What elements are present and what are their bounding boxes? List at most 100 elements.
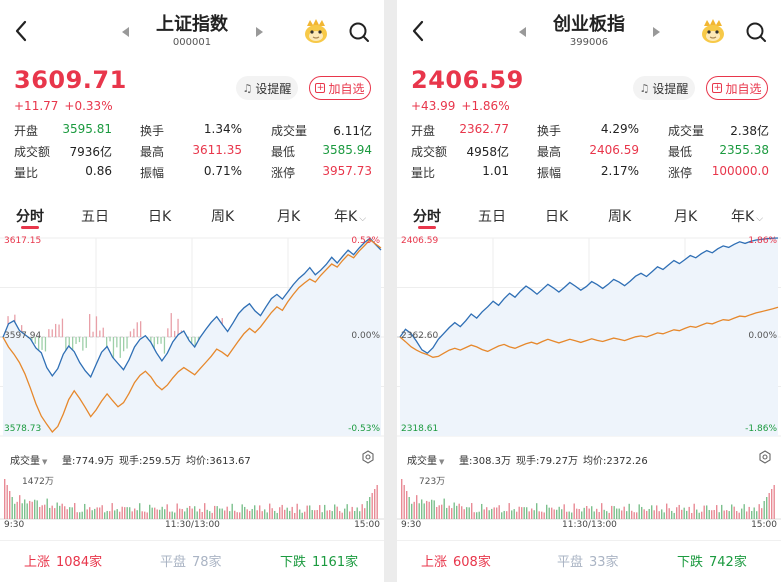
mascot-icon[interactable] [302, 17, 330, 45]
volume-bar [453, 502, 455, 519]
change-pct: +1.86% [461, 99, 510, 113]
volume-bar [311, 510, 313, 519]
activity-bar [123, 337, 125, 352]
intraday-chart[interactable]: 2406.59 1.86% 2362.60 0.00% 2318.61 -1.86% [397, 232, 781, 444]
activity-bar [126, 337, 128, 349]
axis-label: 2406.59 [401, 236, 439, 246]
set-alert-button[interactable]: ♫ 设提醒 [633, 76, 695, 100]
tab-period[interactable]: 五日 [478, 206, 506, 226]
volume-bar [716, 505, 718, 519]
activity-bar [112, 337, 115, 358]
stats-row: 成交额 4958亿 最高 2406.59 最低 2355.38 [411, 143, 769, 164]
breadth-count: 1161家 [312, 555, 359, 570]
volume-bar [436, 506, 438, 519]
volume-bar [224, 510, 226, 519]
back-button[interactable] [10, 18, 34, 44]
volume-bar [506, 511, 508, 519]
indicator-select[interactable]: 成交量 ▼ [407, 452, 444, 467]
volume-bar [294, 512, 296, 519]
avg-price: 均价:2372.26 [583, 456, 648, 467]
page-title: 创业板指 [553, 14, 625, 35]
volume-bar [648, 508, 650, 519]
tab-period[interactable]: 分时 [16, 206, 44, 226]
tab-period[interactable]: 年K ⌵ [334, 206, 366, 226]
tab-period[interactable]: 日K [545, 206, 568, 226]
volume-bar [493, 507, 495, 519]
tab-label: 五日 [81, 209, 109, 225]
volume-bar [259, 505, 261, 519]
volume-bar [336, 506, 338, 519]
stat-label: 成交额 [411, 145, 448, 159]
volume-bar [763, 501, 765, 519]
stat-label: 开盘 [411, 124, 436, 138]
volume-bar [708, 510, 710, 519]
volume-bar [626, 511, 628, 519]
volume-bar [621, 510, 623, 519]
tab-period[interactable]: 周K [211, 206, 234, 226]
stat-value: 0.71% [203, 164, 242, 178]
stat-label: 涨停 [271, 166, 296, 180]
indicator-select[interactable]: 成交量 ▼ [10, 452, 47, 467]
volume-bar [136, 510, 138, 519]
volume-chart[interactable] [397, 470, 781, 530]
volume-bar [354, 510, 356, 519]
price-area [3, 238, 381, 436]
volume-bar [531, 508, 533, 519]
volume-bar [681, 509, 683, 519]
volume-bar [458, 503, 460, 519]
volume-bar [566, 511, 568, 519]
tab-period[interactable]: 分时 [413, 206, 441, 226]
mascot-icon[interactable] [699, 17, 727, 45]
volume-bar [99, 507, 101, 519]
stat-value: 1.34% [203, 122, 242, 136]
volume-bar [181, 509, 183, 519]
prev-index-arrow[interactable] [122, 27, 129, 37]
search-icon[interactable] [744, 20, 768, 44]
intraday-chart[interactable]: 3617.15 0.53% 3597.94 0.00% 3578.73 -0.53% [0, 232, 384, 444]
tab-period[interactable]: 月K [674, 206, 697, 226]
volume-bar [636, 512, 638, 519]
prev-index-arrow[interactable] [519, 27, 526, 37]
volume-bar [748, 506, 750, 519]
volume-bar [344, 508, 346, 519]
price-line [399, 237, 779, 355]
volume-bar [546, 504, 548, 519]
axis-label: 2362.60 [401, 331, 439, 341]
volume-bar [528, 511, 530, 519]
add-watchlist-button[interactable]: + 加自选 [309, 76, 371, 100]
next-index-arrow[interactable] [653, 27, 660, 37]
volume-bar [309, 505, 311, 519]
volume-bar [256, 510, 258, 519]
volume-bar [206, 509, 208, 519]
tab-period[interactable]: 日K [148, 206, 171, 226]
volume-chart[interactable] [0, 470, 384, 530]
tab-period[interactable]: 年K ⌵ [731, 206, 763, 226]
indicator-select-label: 成交量 [10, 456, 40, 467]
add-watchlist-button[interactable]: + 加自选 [706, 76, 768, 100]
search-icon[interactable] [347, 20, 371, 44]
settings-icon[interactable] [361, 450, 375, 464]
activity-bar [116, 337, 118, 348]
tab-period[interactable]: 周K [608, 206, 631, 226]
settings-icon[interactable] [758, 450, 772, 464]
set-alert-button[interactable]: ♫ 设提醒 [236, 76, 298, 100]
next-index-arrow[interactable] [256, 27, 263, 37]
volume-bar [463, 509, 465, 519]
volume-bar [46, 498, 48, 519]
volume-bar [129, 507, 131, 519]
volume-bar [316, 509, 318, 519]
tab-label: 周K [211, 209, 235, 225]
tab-period[interactable]: 月K [277, 206, 300, 226]
tab-period[interactable]: 五日 [81, 206, 109, 226]
breadth-label: 下跌 [677, 555, 704, 570]
plus-icon: + [712, 83, 723, 93]
caret-down-icon: ▼ [42, 458, 48, 466]
volume-bar [571, 512, 573, 519]
volume-bar [171, 511, 173, 519]
volume-bar [468, 507, 470, 519]
volume-bar [149, 504, 151, 519]
volume-bar [139, 503, 141, 519]
back-button[interactable] [407, 18, 431, 44]
time-label: 15:00 [354, 520, 380, 530]
stats-grid: 开盘 2362.77 换手 4.29% 成交量 2.38亿 成交额 4958亿 最高 2406.5… [411, 122, 769, 185]
